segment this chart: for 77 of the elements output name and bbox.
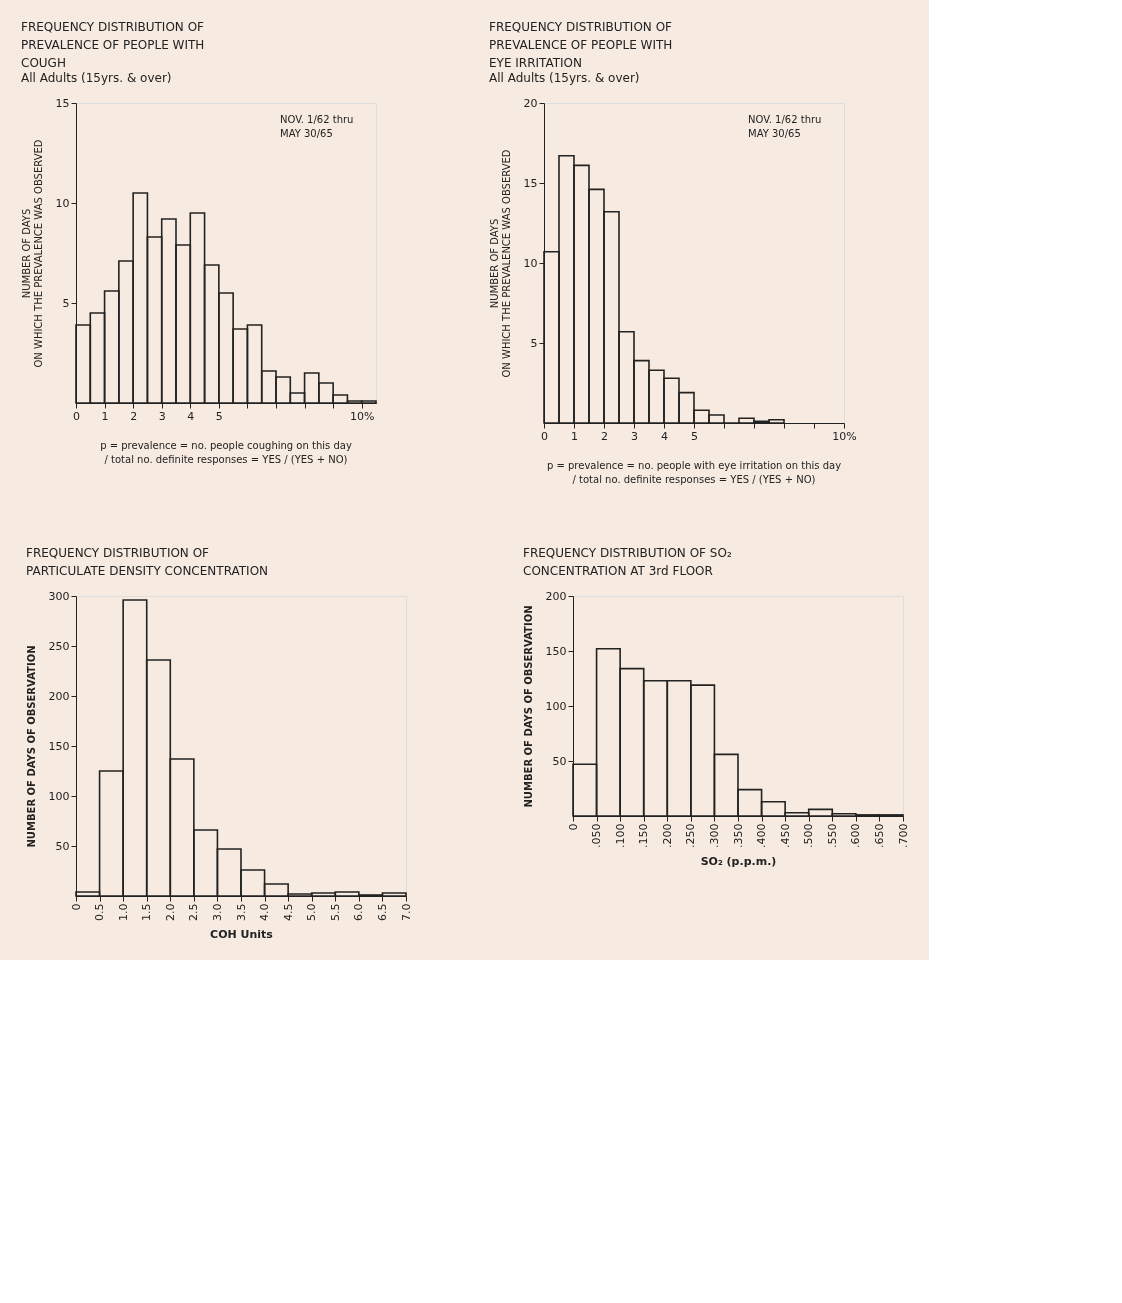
- x-tick-label: 1.0: [116, 903, 130, 921]
- x-tick-label: 10%: [349, 409, 375, 423]
- y-tick-label: 200: [545, 589, 567, 603]
- y-tick-label: 15: [55, 96, 70, 110]
- y-tick-label: 150: [545, 644, 567, 658]
- x-tick-label: 0.5: [93, 903, 107, 921]
- x-tick-label: 4: [187, 409, 195, 423]
- chart-subtitle: All Adults (15yrs. & over): [489, 71, 640, 85]
- annotation: NOV. 1/62 thru MAY 30/65: [280, 114, 354, 139]
- chart-title: FREQUENCY DISTRIBUTION OF PREVALENCE OF PEOPLE WITH EYE IRRITATION: [489, 20, 673, 70]
- x-tick-label: .550: [825, 823, 839, 848]
- y-tick-label: 15: [523, 176, 538, 190]
- x-tick-label: 3.5: [234, 903, 248, 921]
- chart-title: FREQUENCY DISTRIBUTION OF SO₂ CONCENTRATION AT 3rd FLOOR: [523, 546, 732, 578]
- x-tick-label: 1: [101, 409, 109, 423]
- x-tick-label: 6.5: [375, 903, 389, 921]
- chart-subtitle: All Adults (15yrs. & over): [21, 71, 172, 85]
- x-tick-label: 4: [661, 429, 668, 443]
- x-tick-label: .200: [660, 823, 674, 848]
- x-tick-label: .650: [872, 823, 886, 848]
- y-tick-label: 100: [48, 789, 70, 803]
- x-tick-label: 3: [631, 429, 638, 443]
- x-tick-label: 2.5: [187, 903, 201, 921]
- y-tick-label: 5: [62, 296, 70, 310]
- y-axis-title: NUMBER OF DAYS ON WHICH THE PREVALENCE WAS OBSERVED: [20, 139, 44, 368]
- x-tick-label: .450: [778, 823, 792, 848]
- text: p = prevalence = no. people coughing on this day / total no. definite responses = YES / (YES + NO): [100, 440, 352, 465]
- y-tick-label: 5: [530, 336, 538, 350]
- y-tick-label: 200: [48, 689, 70, 703]
- x-axis-title: SO₂ (p.p.m.): [700, 854, 777, 868]
- x-tick-label: 1.5: [140, 903, 154, 921]
- y-tick-label: 10: [523, 256, 538, 270]
- y-axis-title: NUMBER OF DAYS OF OBSERVATION: [522, 605, 534, 808]
- text: p = prevalence = no. people with eye irritation on this day / total no. definite responses = YES / (YES + NO): [546, 460, 842, 485]
- y-tick-label: 250: [48, 639, 70, 653]
- y-axis-title: NUMBER OF DAYS OF OBSERVATION: [25, 645, 37, 848]
- chart-title: FREQUENCY DISTRIBUTION OF PREVALENCE OF PEOPLE WITH COUGH: [21, 20, 205, 70]
- x-tick-label: 5.0: [305, 903, 319, 921]
- y-axis-title: NUMBER OF DAYS ON WHICH THE PREVALENCE WAS OBSERVED: [488, 149, 512, 378]
- x-tick-label: .100: [613, 823, 627, 848]
- annotation: NOV. 1/62 thru MAY 30/65: [748, 114, 822, 139]
- x-tick-label: 0: [566, 823, 580, 831]
- x-tick-label: .250: [684, 823, 698, 848]
- y-tick-label: 100: [545, 699, 567, 713]
- y-tick-label: 150: [48, 739, 70, 753]
- x-tick-label: 2.0: [163, 903, 177, 921]
- x-tick-label: 0: [541, 429, 548, 443]
- y-tick-label: 50: [552, 754, 567, 768]
- y-tick-label: 10: [55, 196, 70, 210]
- x-tick-label: .300: [707, 823, 721, 848]
- x-tick-label: 2: [601, 429, 608, 443]
- y-tick-label: 20: [523, 96, 538, 110]
- x-tick-label: .400: [755, 823, 769, 848]
- chart-title: FREQUENCY DISTRIBUTION OF PARTICULATE DENSITY CONCENTRATION: [26, 546, 269, 578]
- x-tick-label: 7.0: [399, 903, 413, 921]
- x-tick-label: .600: [849, 823, 863, 848]
- x-tick-label: .150: [637, 823, 651, 848]
- x-tick-label: .500: [802, 823, 816, 848]
- x-tick-label: 0: [69, 903, 83, 911]
- x-tick-label: 5: [691, 429, 698, 443]
- x-tick-label: .350: [731, 823, 745, 848]
- x-tick-label: 2: [130, 409, 138, 423]
- x-tick-label: 3: [158, 409, 166, 423]
- y-tick-label: 50: [55, 839, 70, 853]
- x-tick-label: .050: [590, 823, 604, 848]
- x-tick-label: 1: [571, 429, 578, 443]
- x-tick-label: 10%: [832, 429, 857, 443]
- x-tick-label: .700: [896, 823, 910, 848]
- x-tick-label: 6.0: [352, 903, 366, 921]
- x-tick-label: 5: [215, 409, 223, 423]
- x-tick-label: 3.0: [210, 903, 224, 921]
- x-tick-label: 4.5: [281, 903, 295, 921]
- x-tick-label: 0: [73, 409, 80, 423]
- x-tick-label: 5.5: [328, 903, 342, 921]
- x-axis-title: COH Units: [210, 927, 274, 941]
- y-tick-label: 300: [48, 589, 70, 603]
- x-tick-label: 4.0: [258, 903, 272, 921]
